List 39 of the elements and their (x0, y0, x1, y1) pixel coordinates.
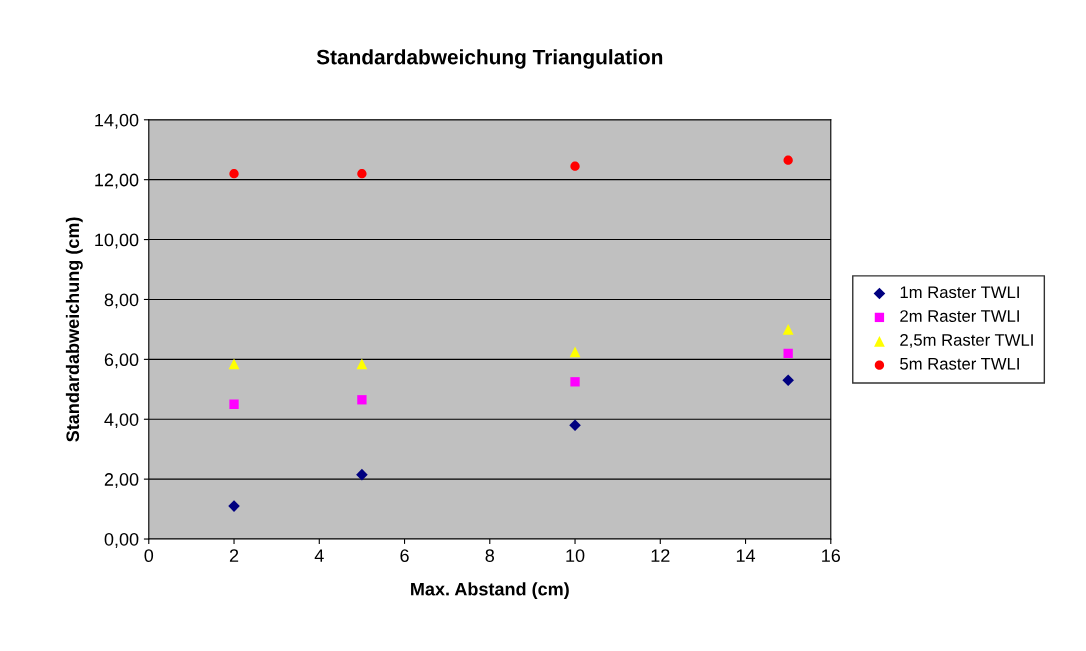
legend-label: 5m Raster TWLI (900, 358, 1019, 370)
point (569, 419, 581, 432)
point (357, 169, 367, 179)
y-tick-label: 0,00 (104, 532, 139, 548)
point (357, 395, 367, 405)
x-tick-label: 16 (822, 549, 841, 563)
point (356, 468, 368, 481)
point (783, 155, 793, 165)
x-tick-label: 2 (229, 549, 239, 562)
point (782, 324, 794, 335)
y-tick-label: 12,00 (95, 173, 139, 189)
x-tick-label: 0 (144, 549, 154, 563)
point (783, 348, 793, 359)
point (570, 161, 580, 171)
x-tick-label: 10 (566, 549, 585, 563)
y-tick-label: 10,00 (95, 233, 139, 249)
point (356, 358, 368, 370)
x-tick-label: 14 (736, 549, 756, 562)
y-axis-title: Standardabweichung (cm) (65, 217, 83, 442)
legend-label: 2m Raster TWLI (900, 310, 1019, 322)
legend-label: 1m Raster TWLI (900, 286, 1019, 299)
x-tick-label: 12 (651, 549, 670, 562)
y-tick-label: 2,00 (104, 473, 139, 488)
y-tick-label: 14,00 (95, 113, 139, 129)
x-tick-label: 8 (485, 549, 495, 563)
point (570, 377, 580, 387)
point (782, 374, 794, 387)
y-tick-label: 4,00 (104, 413, 139, 429)
legend-label: 2,5m Raster TWLI (900, 334, 1033, 348)
x-axis-title: Max. Abstand (cm) (411, 582, 569, 600)
y-tick-label: 8,00 (104, 293, 139, 309)
y-tick-label: 6,00 (104, 353, 139, 369)
point (229, 169, 239, 179)
point (228, 358, 240, 370)
chart-title: Standardabweichung Triangulation (316, 49, 663, 69)
x-tick-label: 6 (400, 549, 409, 563)
point (569, 346, 581, 358)
point (229, 399, 239, 409)
x-tick-label: 4 (314, 549, 324, 562)
